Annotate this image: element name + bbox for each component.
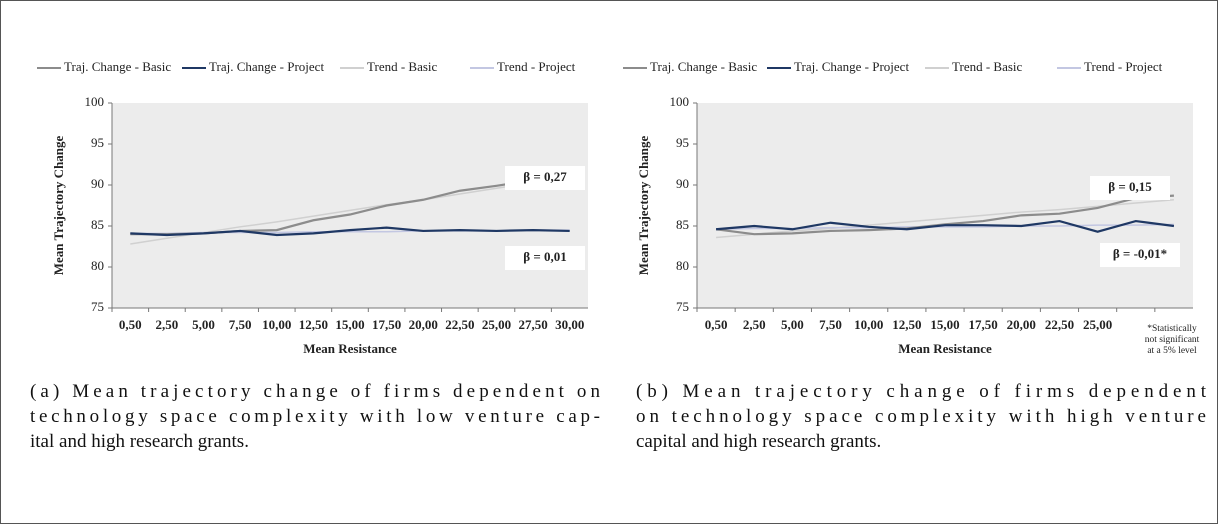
caption: on technology space complexity with high… bbox=[636, 406, 1206, 427]
legend-label: Traj. Change - Project bbox=[209, 59, 324, 74]
y-tick-label: 80 bbox=[91, 258, 104, 273]
note: at a 5% level bbox=[1147, 346, 1197, 356]
annotation: β = 0,27 bbox=[523, 169, 567, 184]
note: not significant bbox=[1145, 334, 1200, 345]
x-tick-label: 15,00 bbox=[930, 317, 959, 332]
legend-label: Trend - Basic bbox=[952, 59, 1023, 74]
x-tick-label: 20,00 bbox=[1007, 317, 1036, 332]
y-tick-label: 100 bbox=[670, 94, 690, 109]
legend-label: Traj. Change - Project bbox=[794, 59, 909, 74]
x-tick-label: 22,50 bbox=[445, 317, 474, 332]
x-tick-label: 2,50 bbox=[743, 317, 766, 332]
y-tick-label: 75 bbox=[676, 299, 689, 314]
annotation: β = -0,01* bbox=[1113, 246, 1167, 261]
legend-label: Traj. Change - Basic bbox=[64, 59, 171, 74]
x-tick-label: 12,50 bbox=[892, 317, 921, 332]
x-tick-label: 12,50 bbox=[299, 317, 328, 332]
annotation: β = 0,01 bbox=[523, 249, 567, 264]
legend-label: Traj. Change - Basic bbox=[650, 59, 757, 74]
x-tick-label: 0,50 bbox=[705, 317, 728, 332]
x-tick-label: 10,00 bbox=[262, 317, 291, 332]
x-tick-label: 5,00 bbox=[781, 317, 804, 332]
caption: technology space complexity with low ven… bbox=[30, 406, 600, 427]
legend-label: Trend - Project bbox=[497, 59, 576, 74]
caption: ital and high research grants. bbox=[30, 431, 249, 452]
y-tick-label: 90 bbox=[676, 176, 689, 191]
x-tick-label: 20,00 bbox=[409, 317, 438, 332]
x-tick-label: 5,00 bbox=[192, 317, 215, 332]
y-tick-label: 75 bbox=[91, 299, 104, 314]
y-tick-label: 80 bbox=[676, 258, 689, 273]
plot-area bbox=[112, 103, 588, 308]
x-tick-label: 25,00 bbox=[1083, 317, 1112, 332]
annotation-box bbox=[1090, 176, 1170, 200]
legend-label: Trend - Basic bbox=[367, 59, 438, 74]
annotation-box bbox=[505, 166, 585, 190]
series-line bbox=[715, 219, 1175, 233]
y-tick-label: 90 bbox=[91, 176, 104, 191]
legend-label: Trend - Project bbox=[1084, 59, 1163, 74]
y-tick-label: 95 bbox=[676, 135, 689, 150]
series-line bbox=[130, 226, 570, 237]
plot-area bbox=[697, 103, 1193, 308]
x-axis-title: Mean Resistance bbox=[303, 341, 397, 356]
caption: capital and high research grants. bbox=[636, 431, 881, 452]
x-tick-label: 2,50 bbox=[156, 317, 179, 332]
caption: (b) Mean trajectory change of firms depe… bbox=[636, 381, 1207, 402]
x-tick-label: 22,50 bbox=[1045, 317, 1074, 332]
y-tick-label: 85 bbox=[91, 217, 104, 232]
x-tick-label: 0,50 bbox=[119, 317, 142, 332]
note: *Statistically bbox=[1147, 324, 1197, 334]
x-tick-label: 10,00 bbox=[854, 317, 883, 332]
annotation-box bbox=[505, 246, 585, 270]
annotation: β = 0,15 bbox=[1108, 179, 1152, 194]
x-tick-label: 27,50 bbox=[518, 317, 547, 332]
caption: (a) Mean trajectory change of firms depe… bbox=[30, 381, 601, 402]
x-tick-label: 15,00 bbox=[335, 317, 364, 332]
annotation-box bbox=[1100, 243, 1180, 267]
series-line bbox=[716, 199, 1174, 239]
x-tick-label: 7,50 bbox=[819, 317, 842, 332]
y-tick-label: 95 bbox=[91, 135, 104, 150]
x-tick-label: 17,50 bbox=[372, 317, 401, 332]
x-tick-label: 17,50 bbox=[969, 317, 998, 332]
y-axis-title: Mean Trajectory Change bbox=[51, 135, 66, 275]
y-tick-label: 85 bbox=[676, 217, 689, 232]
x-axis-title: Mean Resistance bbox=[898, 341, 992, 356]
y-axis-title: Mean Trajectory Change bbox=[636, 135, 651, 275]
y-tick-label: 100 bbox=[85, 94, 105, 109]
x-tick-label: 25,00 bbox=[482, 317, 511, 332]
x-tick-label: 7,50 bbox=[229, 317, 252, 332]
x-tick-label: 30,00 bbox=[555, 317, 584, 332]
